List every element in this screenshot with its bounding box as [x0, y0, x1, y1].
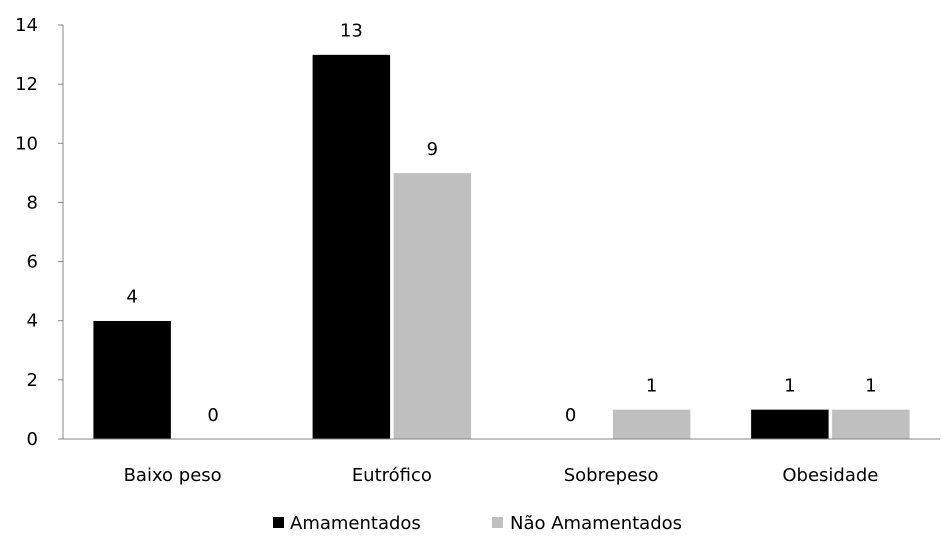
data-label: 4: [126, 287, 137, 308]
bar-amamentados: [750, 409, 830, 440]
y-tick-label: 6: [27, 252, 38, 273]
legend-label: Amamentados: [290, 513, 421, 534]
bar-nao-amamentados: [393, 172, 472, 440]
data-label: 1: [865, 375, 876, 396]
data-label: 13: [340, 21, 363, 42]
legend-swatch: [273, 517, 284, 528]
bar-nao-amamentados: [831, 409, 911, 440]
y-tick-label: 14: [15, 15, 38, 36]
y-tick-label: 2: [27, 370, 38, 391]
y-tick-label: 8: [27, 192, 38, 213]
x-category-label: Sobrepeso: [564, 465, 659, 486]
bars: [92, 54, 911, 440]
x-category-label: Baixo peso: [124, 465, 222, 486]
data-label: 0: [565, 405, 576, 426]
legend-swatch: [492, 517, 503, 528]
y-tick-label: 0: [27, 429, 38, 450]
y-tick-label: 12: [15, 74, 38, 95]
x-axis-labels: Baixo peso Eutrófico Sobrepeso Obesidade: [124, 465, 879, 486]
y-tick-label: 10: [15, 133, 38, 154]
legend: Amamentados Não Amamentados: [273, 513, 682, 534]
bar-amamentados: [312, 54, 391, 440]
legend-label: Não Amamentados: [510, 513, 682, 534]
data-label: 0: [207, 405, 218, 426]
bar-amamentados: [92, 320, 172, 440]
y-tick-label: 4: [27, 311, 38, 332]
x-category-label: Eutrófico: [352, 465, 432, 486]
data-label: 1: [784, 375, 795, 396]
data-label: 9: [427, 139, 438, 160]
bar-nao-amamentados: [612, 409, 691, 440]
data-labels: 4 0 13 9 0 1 1 1: [126, 21, 876, 426]
y-axis-ticks: 0 2 4 6 8 10 12 14: [15, 15, 63, 450]
data-label: 1: [646, 375, 657, 396]
x-category-label: Obesidade: [782, 465, 878, 486]
